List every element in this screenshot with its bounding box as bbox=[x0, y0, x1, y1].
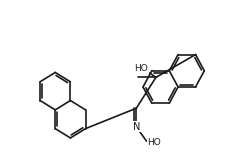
Text: HO: HO bbox=[134, 64, 148, 73]
Text: HO: HO bbox=[147, 138, 161, 147]
Text: N: N bbox=[133, 122, 140, 132]
